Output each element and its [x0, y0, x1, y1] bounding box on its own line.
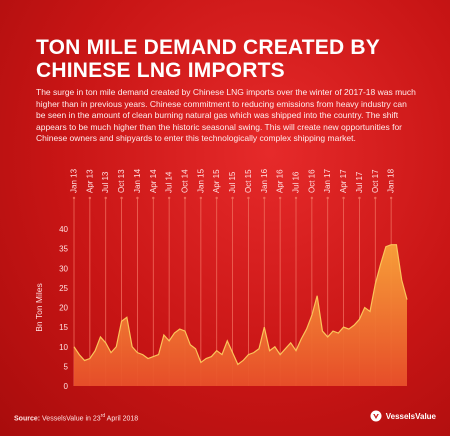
y-axis-title: Bn Ton Miles — [34, 283, 44, 332]
chart-description: The surge in ton mile demand created by … — [36, 87, 416, 144]
x-tick-label: Jan 18 — [387, 168, 396, 193]
y-tick-label: 15 — [59, 323, 68, 332]
x-tick-label: Jul 13 — [101, 171, 110, 193]
x-tick-label: Apr 13 — [85, 169, 94, 193]
x-tick-label: Apr 14 — [149, 169, 158, 193]
x-guide-dot — [215, 196, 218, 200]
y-tick-label: 5 — [64, 362, 69, 371]
x-tick-label: Oct 15 — [244, 169, 253, 193]
vesselsvalue-logo-icon — [370, 410, 382, 422]
chart-title: TON MILE DEMAND CREATED BY CHINESE LNG I… — [36, 36, 426, 82]
x-guide-dot — [88, 196, 92, 200]
chart-title-line-1: TON MILE DEMAND CREATED BY — [36, 36, 380, 59]
x-tick-label: Jan 17 — [323, 168, 332, 193]
y-tick-label: 10 — [59, 343, 68, 352]
x-tick-label: Oct 14 — [181, 169, 190, 193]
x-tick-label: Oct 16 — [307, 169, 316, 193]
x-tick-label: Jan 16 — [260, 168, 269, 193]
x-tick-label: Jan 15 — [196, 168, 205, 193]
x-tick-label: Jul 16 — [292, 171, 301, 193]
x-guide-dot — [231, 196, 234, 200]
area-series-fill — [74, 244, 407, 386]
y-tick-label: 0 — [64, 382, 69, 391]
x-guide-dot — [247, 196, 250, 200]
x-tick-label: Jul 14 — [165, 171, 174, 193]
y-tick-label: 30 — [59, 264, 68, 273]
x-guide-dot — [136, 196, 139, 200]
x-tick-label: Jan 13 — [70, 168, 79, 193]
y-tick-label: 35 — [59, 245, 68, 254]
x-guide-dot — [389, 196, 393, 200]
x-guide-dot — [342, 196, 345, 200]
x-guide-dot — [358, 196, 361, 200]
x-tick-label: Apr 16 — [276, 169, 285, 193]
x-guide-dot — [310, 196, 314, 200]
chart-title-line-2: CHINESE LNG IMPORTS — [36, 59, 285, 82]
x-guide-dot — [278, 196, 282, 200]
x-guide-dot — [294, 196, 298, 200]
x-tick-label: Oct 13 — [117, 169, 126, 193]
x-tick-label: Oct 17 — [371, 169, 380, 193]
x-tick-label: Jul 17 — [355, 171, 364, 193]
area-series-line — [73, 244, 408, 366]
x-guide-dot — [167, 196, 171, 200]
source-date: April 2018 — [106, 415, 139, 423]
x-guide-dot — [104, 196, 107, 200]
x-tick-label: Jan 14 — [133, 168, 142, 193]
x-guide-dot — [152, 196, 155, 200]
x-guide-dot — [183, 196, 187, 200]
source-label: Source: — [14, 415, 41, 423]
x-guide-dot — [374, 196, 377, 200]
x-guide-dot — [120, 196, 123, 200]
brand-name: VesselsValue — [385, 411, 436, 421]
y-tick-label: 20 — [59, 304, 68, 313]
x-guide-dot — [72, 196, 76, 200]
source-superscript: rd — [100, 413, 106, 419]
x-guide-dot — [263, 196, 266, 200]
y-tick-label: 40 — [59, 225, 68, 234]
y-tick-label: 25 — [59, 284, 68, 293]
x-tick-label: Apr 15 — [212, 169, 221, 193]
x-guide-dot — [326, 196, 329, 200]
x-tick-label: Jul 15 — [228, 171, 237, 193]
x-tick-label: Apr 17 — [339, 169, 348, 193]
brand-logo: VesselsValue — [370, 410, 436, 422]
source-note: Source: VesselsValue in 23rd April 2018 — [14, 413, 138, 422]
x-guide-dot — [199, 196, 203, 200]
source-text: VesselsValue in 23 — [42, 415, 101, 423]
